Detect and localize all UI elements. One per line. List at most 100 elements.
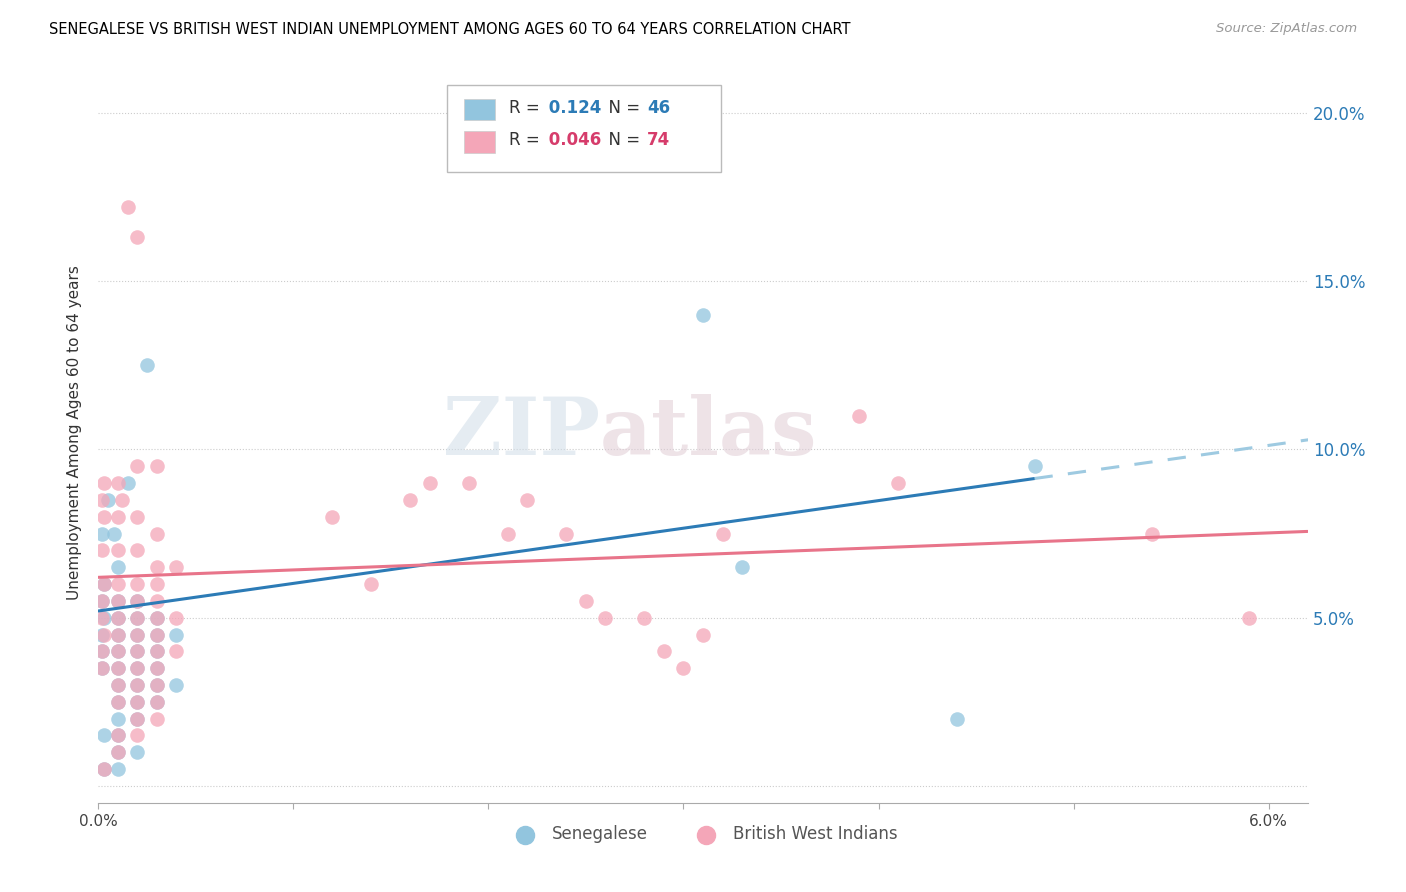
Point xyxy=(127,712,149,726)
Point xyxy=(1237,610,1260,624)
Point xyxy=(107,745,129,759)
Point xyxy=(165,610,187,624)
Point xyxy=(127,594,149,608)
Text: SENEGALESE VS BRITISH WEST INDIAN UNEMPLOYMENT AMONG AGES 60 TO 64 YEARS CORRELA: SENEGALESE VS BRITISH WEST INDIAN UNEMPL… xyxy=(49,22,851,37)
Point xyxy=(127,644,149,658)
Point xyxy=(692,308,714,322)
Point xyxy=(136,359,159,373)
Point xyxy=(91,627,114,641)
Point xyxy=(127,695,149,709)
Point xyxy=(91,644,114,658)
Text: atlas: atlas xyxy=(600,393,818,472)
Point xyxy=(107,543,129,558)
Point xyxy=(91,526,114,541)
Point xyxy=(146,610,169,624)
Point xyxy=(848,409,870,423)
Point xyxy=(146,627,169,641)
Point xyxy=(633,610,655,624)
Point xyxy=(127,627,149,641)
Point xyxy=(107,594,129,608)
Text: R =: R = xyxy=(509,131,546,149)
Point xyxy=(127,678,149,692)
Point xyxy=(127,459,149,474)
Legend: Senegalese, British West Indians: Senegalese, British West Indians xyxy=(502,819,904,850)
Point xyxy=(93,762,115,776)
Point xyxy=(107,729,129,743)
Point xyxy=(93,577,115,591)
Point xyxy=(146,695,169,709)
Point xyxy=(146,695,169,709)
Point xyxy=(107,745,129,759)
Point xyxy=(91,644,114,658)
Point xyxy=(107,678,129,692)
Point xyxy=(97,492,120,507)
Point xyxy=(146,526,169,541)
Point xyxy=(127,661,149,675)
Y-axis label: Unemployment Among Ages 60 to 64 years: Unemployment Among Ages 60 to 64 years xyxy=(67,265,83,600)
Point xyxy=(516,492,538,507)
Point xyxy=(127,594,149,608)
Point xyxy=(360,577,382,591)
Text: 0.124: 0.124 xyxy=(543,99,602,117)
Point xyxy=(93,762,115,776)
Point xyxy=(107,729,129,743)
Point xyxy=(146,560,169,574)
Point xyxy=(321,509,343,524)
Point xyxy=(111,492,134,507)
Text: N =: N = xyxy=(598,131,645,149)
Point xyxy=(107,610,129,624)
Point xyxy=(91,543,114,558)
Point xyxy=(146,577,169,591)
Point xyxy=(107,627,129,641)
Text: 46: 46 xyxy=(647,99,669,117)
Point xyxy=(107,644,129,658)
Point xyxy=(107,577,129,591)
Point xyxy=(731,560,754,574)
Point xyxy=(91,661,114,675)
Point xyxy=(107,695,129,709)
Point xyxy=(127,577,149,591)
Point xyxy=(887,476,910,491)
Point xyxy=(1140,526,1163,541)
Point xyxy=(419,476,441,491)
Point xyxy=(91,594,114,608)
Point xyxy=(127,745,149,759)
Point xyxy=(127,230,149,244)
Point xyxy=(555,526,578,541)
Point xyxy=(107,476,129,491)
Text: 74: 74 xyxy=(647,131,671,149)
Text: Source: ZipAtlas.com: Source: ZipAtlas.com xyxy=(1216,22,1357,36)
Point xyxy=(146,678,169,692)
Point xyxy=(117,200,139,214)
Point xyxy=(93,577,115,591)
Point xyxy=(127,695,149,709)
Text: ZIP: ZIP xyxy=(443,393,600,472)
Point xyxy=(107,560,129,574)
Point xyxy=(107,712,129,726)
Point xyxy=(107,678,129,692)
Point xyxy=(146,594,169,608)
Text: 0.046: 0.046 xyxy=(543,131,600,149)
Point xyxy=(93,610,115,624)
Point xyxy=(93,509,115,524)
Point xyxy=(146,610,169,624)
Point xyxy=(496,526,519,541)
Point xyxy=(165,644,187,658)
Point xyxy=(93,729,115,743)
Point xyxy=(575,594,598,608)
Point xyxy=(146,678,169,692)
Point xyxy=(399,492,422,507)
Point xyxy=(146,459,169,474)
Point xyxy=(945,712,967,726)
Point xyxy=(93,476,115,491)
Point xyxy=(127,712,149,726)
Point xyxy=(107,695,129,709)
Point xyxy=(652,644,675,658)
Point xyxy=(127,678,149,692)
Point xyxy=(127,543,149,558)
Point xyxy=(107,627,129,641)
Point xyxy=(103,526,125,541)
Point xyxy=(165,678,187,692)
Point xyxy=(146,644,169,658)
Point xyxy=(91,594,114,608)
